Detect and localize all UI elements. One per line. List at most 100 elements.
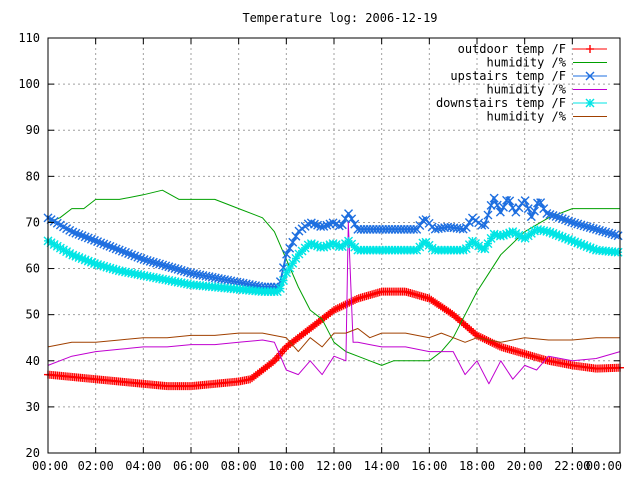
data-point <box>560 215 570 225</box>
data-point <box>613 247 623 257</box>
data-point <box>495 342 504 351</box>
data-point <box>350 295 359 304</box>
data-point <box>477 220 487 230</box>
data-point <box>484 336 493 345</box>
data-point <box>288 237 298 247</box>
y-tick-label: 70 <box>26 215 40 229</box>
data-point <box>136 253 146 263</box>
data-point <box>495 207 505 217</box>
x-tick-label: 10:00 <box>268 459 304 473</box>
data-point <box>86 234 96 244</box>
data-point <box>111 244 121 254</box>
data-point <box>337 220 347 230</box>
series-line-1 <box>47 189 620 366</box>
data-point <box>133 252 143 262</box>
data-point <box>548 210 558 220</box>
y-tick-label: 60 <box>26 262 40 276</box>
data-point <box>526 212 536 222</box>
legend-label: outdoor temp /F <box>458 42 566 56</box>
data-point <box>339 301 348 310</box>
series-line-2 <box>47 196 621 288</box>
data-point <box>77 231 87 241</box>
y-axis: 20 30 40 50 60 70 80 90 100 110 <box>18 31 620 460</box>
series-markers-0 <box>44 287 624 391</box>
data-point <box>291 231 301 241</box>
data-point <box>474 332 483 341</box>
data-point <box>114 245 124 255</box>
legend-label: humidity /% <box>487 110 567 124</box>
data-point <box>89 235 99 245</box>
data-point <box>108 243 118 253</box>
data-point <box>461 222 471 232</box>
data-point <box>486 233 496 243</box>
data-point <box>493 341 502 350</box>
data-point <box>545 209 555 219</box>
x-axis: 00:00 02:00 04:00 06:00 08:00 10:00 12:00 14:00… <box>32 38 622 473</box>
data-point <box>120 247 130 257</box>
data-point <box>610 230 620 240</box>
data-point <box>511 207 521 217</box>
y-tick-label: 90 <box>26 123 40 137</box>
data-point <box>523 204 533 214</box>
x-tick-label: 04:00 <box>125 459 161 473</box>
legend-label: humidity /% <box>487 56 567 70</box>
data-point <box>347 214 357 224</box>
y-tick-label: 50 <box>26 308 40 322</box>
legend-label: humidity /% <box>487 83 567 97</box>
data-point <box>306 218 316 228</box>
data-point <box>505 196 515 206</box>
data-point <box>492 340 501 349</box>
data-point <box>585 71 595 81</box>
y-tick-label: 30 <box>26 400 40 414</box>
data-point <box>337 302 346 311</box>
data-point <box>319 221 329 231</box>
y-tick-label: 110 <box>18 31 40 45</box>
x-tick-label: 14:00 <box>364 459 400 473</box>
data-point <box>127 250 137 260</box>
data-point <box>488 338 497 347</box>
plot-area <box>43 189 624 391</box>
data-point <box>418 216 428 226</box>
series-markers-4 <box>43 225 623 297</box>
y-tick-label: 100 <box>18 77 40 91</box>
data-point <box>476 333 485 342</box>
data-point <box>278 276 288 286</box>
data-point <box>71 228 81 238</box>
x-tick-label: 02:00 <box>78 459 114 473</box>
data-point <box>130 251 140 261</box>
data-point <box>93 237 103 247</box>
data-point <box>105 241 115 251</box>
data-point <box>564 216 574 226</box>
data-point <box>99 239 109 249</box>
data-point <box>117 246 127 256</box>
data-point <box>586 45 594 53</box>
x-tick-label: 20:00 <box>507 459 543 473</box>
data-point <box>529 206 539 216</box>
legend-label: upstairs temp /F <box>450 69 566 83</box>
data-point <box>124 249 134 259</box>
data-point <box>328 218 338 228</box>
data-point <box>567 217 577 227</box>
data-point <box>520 196 530 206</box>
data-point <box>344 209 354 219</box>
data-point <box>80 232 90 242</box>
y-tick-label: 20 <box>26 446 40 460</box>
series-markers-2 <box>43 193 623 292</box>
data-point <box>486 337 495 346</box>
data-point <box>285 243 295 253</box>
data-point <box>268 357 277 366</box>
data-point <box>96 238 106 248</box>
data-point <box>74 229 84 239</box>
data-point <box>480 220 490 230</box>
data-point <box>282 249 292 259</box>
data-point <box>557 214 567 224</box>
x-tick-label: 00:00 <box>586 459 622 473</box>
data-point <box>341 300 350 309</box>
data-point <box>83 233 93 243</box>
data-point <box>483 210 493 220</box>
data-point <box>613 231 623 241</box>
data-point <box>349 296 358 305</box>
x-tick-label: 18:00 <box>459 459 495 473</box>
x-tick-label: 06:00 <box>173 459 209 473</box>
